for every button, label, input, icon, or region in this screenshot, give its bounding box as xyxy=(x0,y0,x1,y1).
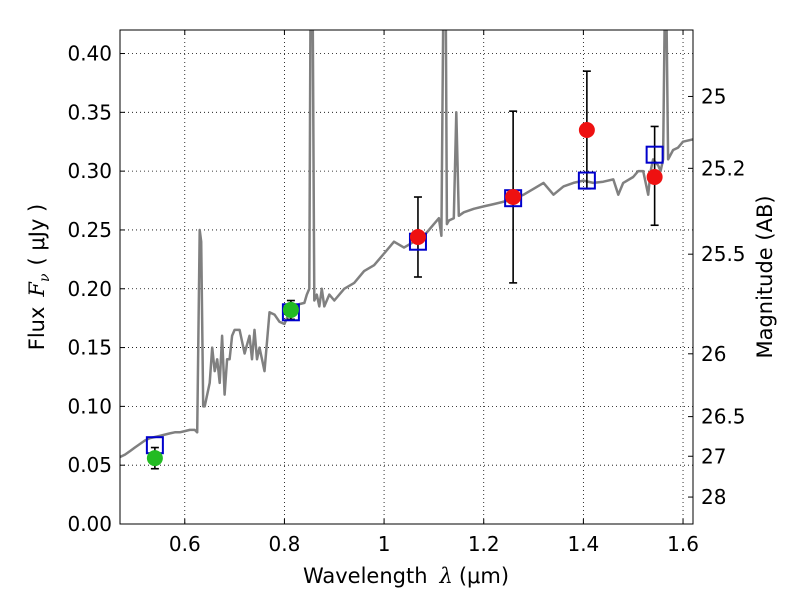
circle-point xyxy=(646,169,663,186)
circle-point xyxy=(409,229,426,246)
y-tick-label: 0.05 xyxy=(67,453,112,477)
x-tick-label: 0.8 xyxy=(269,532,301,556)
y-tick-label: 0.15 xyxy=(67,336,112,360)
y-tick-label: 0.20 xyxy=(67,277,112,301)
x-tick-label: 0.6 xyxy=(169,532,201,556)
tick-labels: 0.6 0.8 1 1.2 1.4 1.6 0.00 0.05 0.10 0.15 0.20 0.25… xyxy=(67,42,745,556)
x-tick-label: 1 xyxy=(378,532,391,556)
y-axis-title: FluxFν( μJy ) xyxy=(25,204,53,350)
x-axis-title: Wavelength λ (μm) xyxy=(303,564,509,588)
y2-tick-label: 25 xyxy=(701,84,726,108)
circle-point xyxy=(146,450,163,467)
y-tick-label: 0.00 xyxy=(67,512,112,536)
y2-tick-label: 26 xyxy=(701,342,726,366)
y2-tick-label: 26.5 xyxy=(701,405,746,429)
y-tick-label: 0.35 xyxy=(67,100,112,124)
plot-frame xyxy=(119,29,694,525)
ticks xyxy=(120,30,693,525)
y2-axis-title: Magnitude (AB) xyxy=(753,195,777,358)
y2-tick-label: 25.2 xyxy=(701,156,746,180)
x-tick-label: 1.4 xyxy=(567,532,599,556)
square-point xyxy=(645,145,664,164)
y-tick-label: 0.30 xyxy=(67,159,112,183)
x-tick-label: 1.6 xyxy=(667,532,699,556)
y-tick-label: 0.25 xyxy=(67,218,112,242)
y2-tick-label: 28 xyxy=(701,485,726,509)
circle-point xyxy=(578,121,595,138)
y-tick-label: 0.10 xyxy=(67,394,112,418)
x-tick-label: 1.2 xyxy=(468,532,500,556)
y2-tick-label: 27 xyxy=(701,444,726,468)
plot-area xyxy=(120,30,693,470)
model-spectrum-line xyxy=(120,30,693,459)
y2-tick-label: 25.5 xyxy=(701,242,746,266)
y-tick-label: 0.40 xyxy=(67,42,112,66)
circle-point xyxy=(282,301,299,318)
circle-point xyxy=(505,189,522,206)
square-point xyxy=(577,171,596,190)
